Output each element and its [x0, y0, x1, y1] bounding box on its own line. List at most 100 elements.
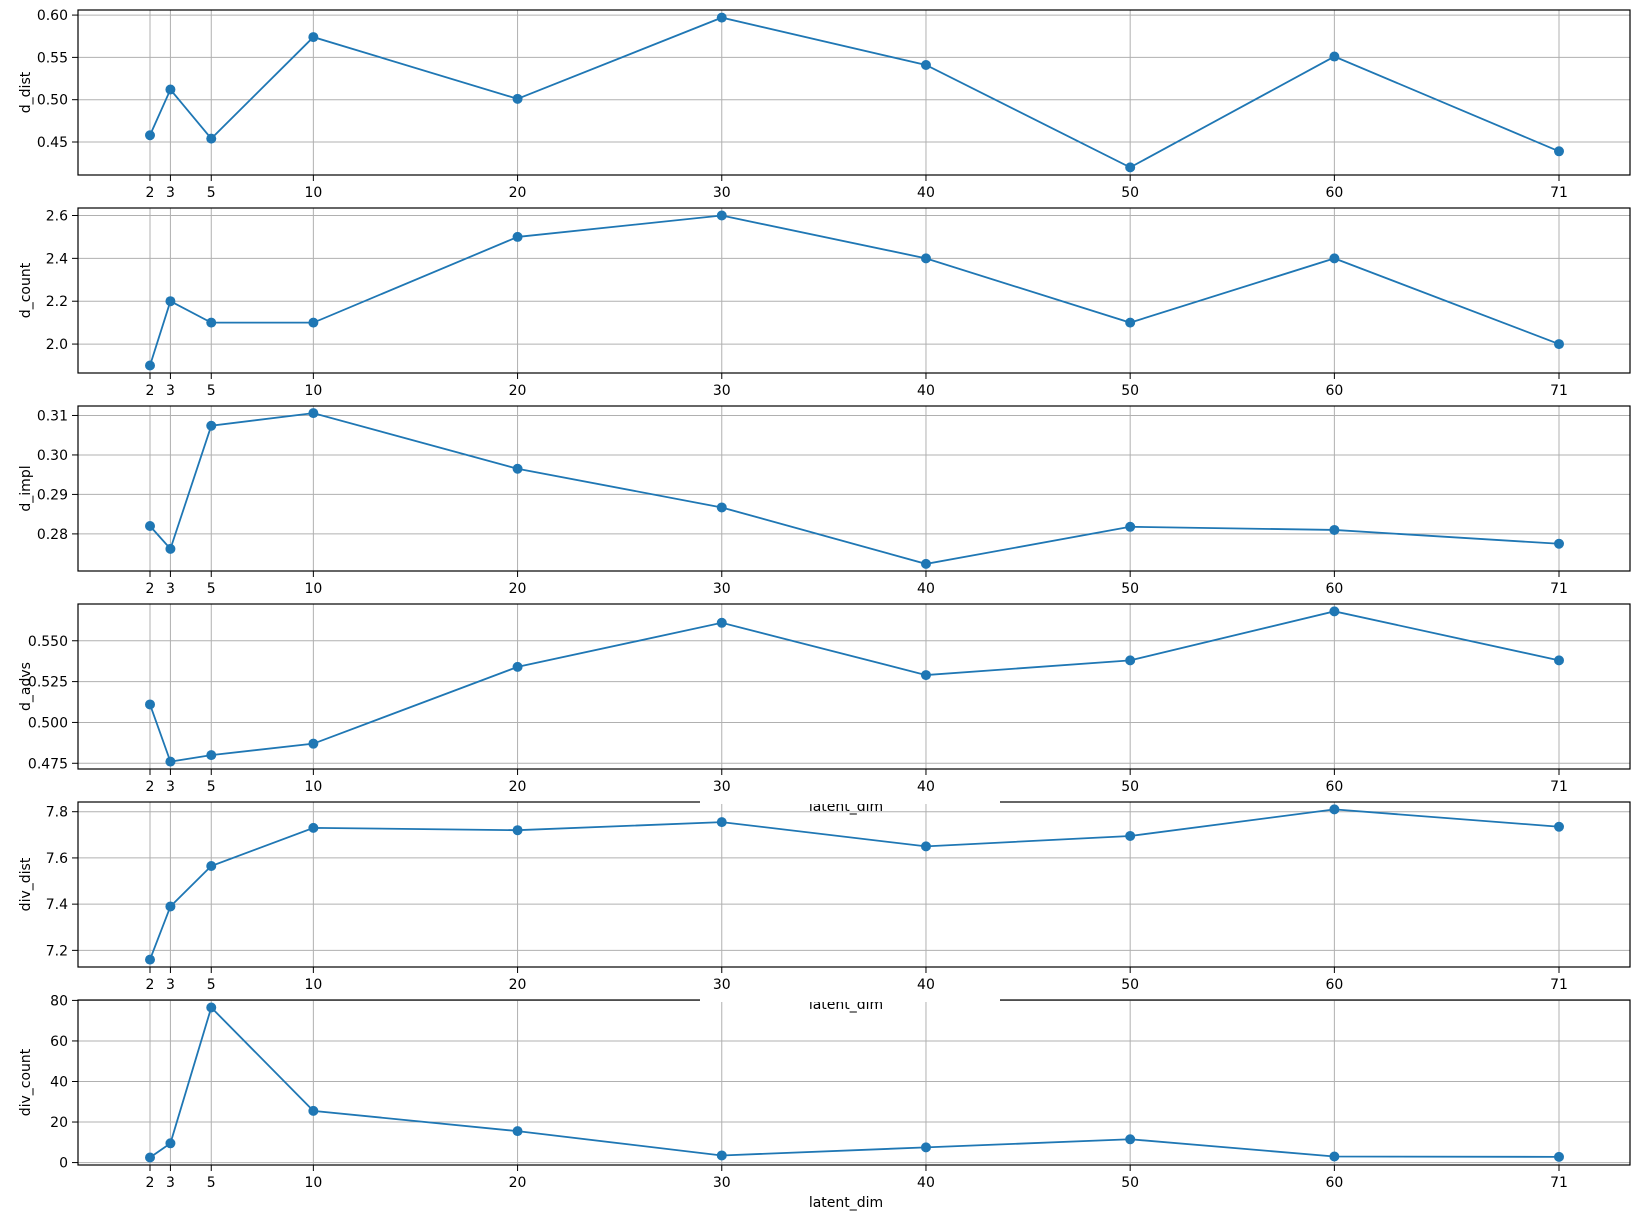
data-point	[1125, 317, 1136, 328]
subplot-div_dist: 2 3 5 10 20 30 40 50 60 717.27.47.67.8div_distlat…	[18, 801, 1631, 1013]
x-tick-label: 60	[1325, 581, 1343, 597]
x-tick-label: 20	[509, 185, 527, 201]
axes-frame	[77, 603, 1631, 770]
data-point	[1329, 524, 1340, 535]
data-point	[920, 253, 931, 264]
data-point	[308, 408, 319, 419]
data-point	[1125, 1134, 1136, 1145]
y-tick-label: 40	[50, 1074, 68, 1090]
data-point	[512, 1126, 523, 1137]
x-tick-label: 40	[917, 1175, 935, 1191]
x-tick-label: 20	[509, 1175, 527, 1191]
y-tick-label: 7.4	[46, 897, 68, 913]
y-tick-label: 80	[50, 993, 68, 1009]
data-point	[1329, 804, 1340, 815]
data-point	[145, 521, 155, 531]
x-tick-label: 5	[207, 779, 216, 795]
data-point	[1125, 830, 1136, 841]
x-tick-label: 20	[509, 581, 527, 597]
data-point	[145, 130, 155, 141]
x-axis-label: latent_dim	[809, 1195, 883, 1211]
x-tick-label: 30	[713, 581, 731, 597]
y-axis-label: d_count	[18, 262, 34, 318]
data-point	[165, 296, 176, 307]
x-tick-label: 30	[713, 779, 731, 795]
data-point	[165, 543, 176, 554]
x-tick-label: 71	[1550, 977, 1568, 993]
y-tick-label: 2.0	[46, 337, 68, 353]
x-tick-label: 40	[917, 185, 935, 201]
x-tick-label: 3	[166, 581, 175, 597]
y-tick-label: 0.550	[28, 634, 68, 650]
data-point	[512, 825, 523, 836]
x-tick-label: 5	[207, 977, 216, 993]
data-point	[1554, 146, 1564, 157]
x-tick-label: 10	[304, 779, 322, 795]
x-tick-label: 40	[917, 977, 935, 993]
data-point	[716, 12, 727, 23]
x-tick-label: 50	[1121, 1175, 1139, 1191]
y-tick-label: 0.475	[28, 756, 68, 772]
x-tick-label: 50	[1121, 779, 1139, 795]
y-tick-label: 0.55	[37, 50, 68, 66]
x-tick-label: 60	[1325, 779, 1343, 795]
x-tick-label: 40	[917, 581, 935, 597]
x-tick-label: 2	[146, 185, 155, 201]
data-point	[716, 1150, 727, 1161]
series-line	[149, 610, 1560, 763]
x-tick-label: 71	[1550, 383, 1568, 399]
data-point	[308, 32, 319, 43]
y-tick-label: 0.60	[37, 8, 68, 24]
data-point	[1554, 339, 1564, 350]
overlap-mask	[700, 998, 1000, 1002]
y-tick-label: 7.2	[46, 943, 68, 959]
data-point	[308, 1105, 319, 1116]
x-tick-label: 60	[1325, 185, 1343, 201]
data-point	[716, 617, 727, 628]
y-tick-label: 2.2	[46, 294, 68, 310]
data-point	[920, 1142, 931, 1153]
data-point	[165, 901, 176, 912]
data-point	[1125, 521, 1136, 532]
data-point	[1125, 655, 1136, 666]
subplot-div_count: 2 3 5 10 20 30 40 50 60 71 0 20 40 60 80 div_countlaten…	[18, 993, 1631, 1211]
y-tick-label: 7.6	[46, 851, 68, 867]
x-tick-label: 2	[146, 383, 155, 399]
x-tick-label: 3	[166, 977, 175, 993]
data-point	[512, 93, 523, 104]
data-point	[1125, 162, 1136, 173]
y-tick-label: 0	[59, 1156, 68, 1172]
axes-frame	[77, 9, 1631, 176]
data-point	[716, 817, 727, 828]
x-tick-label: 5	[207, 383, 216, 399]
series-line	[149, 808, 1560, 960]
y-tick-label: 0.50	[37, 93, 68, 109]
x-tick-label: 50	[1121, 383, 1139, 399]
x-tick-label: 10	[304, 581, 322, 597]
data-point	[512, 231, 523, 242]
subplot-d_advs: 2 3 5 10 20 30 40 50 60 71 0.475 0.500 0.525 0.550 d_a…	[18, 603, 1631, 815]
x-tick-label: 10	[304, 977, 322, 993]
x-tick-label: 3	[166, 779, 175, 795]
axes-frame	[77, 999, 1631, 1166]
data-point	[145, 360, 155, 371]
x-tick-label: 30	[713, 185, 731, 201]
x-tick-label: 10	[304, 1175, 322, 1191]
x-tick-label: 71	[1550, 779, 1568, 795]
y-tick-label: 0.29	[37, 487, 68, 503]
data-point	[920, 558, 931, 569]
data-point	[1554, 538, 1564, 549]
data-point	[1554, 1151, 1564, 1162]
x-tick-label: 30	[713, 977, 731, 993]
x-tick-label: 60	[1325, 977, 1343, 993]
data-point	[1554, 655, 1564, 666]
x-tick-label: 10	[304, 185, 322, 201]
x-tick-label: 2	[146, 1175, 155, 1191]
y-tick-label: 60	[50, 1034, 68, 1050]
data-point	[1554, 821, 1564, 832]
x-tick-label: 10	[304, 383, 322, 399]
x-tick-label: 3	[166, 185, 175, 201]
y-tick-label: 2.4	[46, 251, 68, 267]
x-tick-label: 30	[713, 1175, 731, 1191]
data-point	[145, 954, 155, 965]
